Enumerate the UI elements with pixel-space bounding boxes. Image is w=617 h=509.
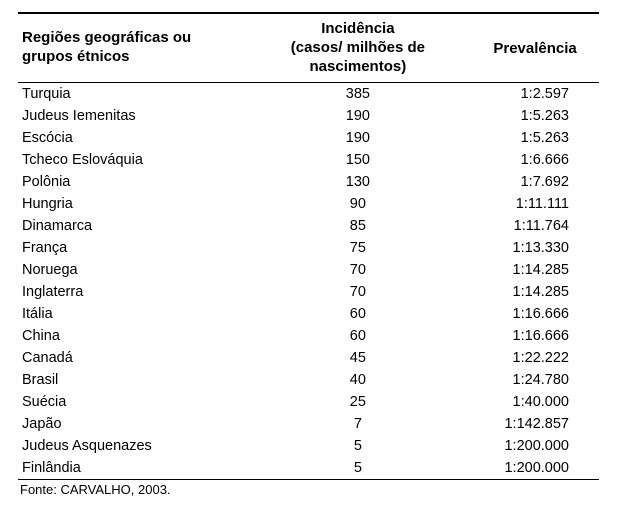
table-header-row: Regiões geográficas ou grupos étnicos In… (18, 13, 599, 83)
table-body: Turquia3851:2.597Judeus Iemenitas1901:5.… (18, 83, 599, 480)
cell-region: Finlândia (18, 457, 245, 480)
cell-incidence: 130 (245, 171, 472, 193)
cell-incidence: 70 (245, 259, 472, 281)
header-region-line2: grupos étnicos (22, 48, 130, 65)
cell-incidence: 25 (245, 391, 472, 413)
cell-prevalence: 1:6.666 (471, 149, 599, 171)
cell-prevalence: 1:13.330 (471, 237, 599, 259)
table-row: Finlândia51:200.000 (18, 457, 599, 480)
cell-region: Inglaterra (18, 281, 245, 303)
cell-incidence: 385 (245, 83, 472, 106)
cell-incidence: 90 (245, 193, 472, 215)
cell-prevalence: 1:24.780 (471, 369, 599, 391)
cell-region: Tcheco Eslováquia (18, 149, 245, 171)
table-row: Judeus Iemenitas1901:5.263 (18, 105, 599, 127)
table-row: Escócia1901:5.263 (18, 127, 599, 149)
cell-prevalence: 1:142.857 (471, 413, 599, 435)
table-row: Noruega701:14.285 (18, 259, 599, 281)
cell-region: Suécia (18, 391, 245, 413)
table-row: China601:16.666 (18, 325, 599, 347)
cell-prevalence: 1:11.764 (471, 215, 599, 237)
table-row: Japão71:142.857 (18, 413, 599, 435)
cell-region: Dinamarca (18, 215, 245, 237)
cell-incidence: 60 (245, 303, 472, 325)
cell-incidence: 190 (245, 105, 472, 127)
cell-region: França (18, 237, 245, 259)
cell-region: Japão (18, 413, 245, 435)
header-incidence-line1: Incidência (321, 20, 394, 37)
cell-incidence: 45 (245, 347, 472, 369)
cell-prevalence: 1:2.597 (471, 83, 599, 106)
table-row: França751:13.330 (18, 237, 599, 259)
cell-prevalence: 1:7.692 (471, 171, 599, 193)
table-row: Dinamarca851:11.764 (18, 215, 599, 237)
cell-incidence: 85 (245, 215, 472, 237)
table-row: Tcheco Eslováquia1501:6.666 (18, 149, 599, 171)
incidence-table: Regiões geográficas ou grupos étnicos In… (18, 12, 599, 480)
cell-region: Judeus Iemenitas (18, 105, 245, 127)
table-row: Itália601:16.666 (18, 303, 599, 325)
table-row: Canadá451:22.222 (18, 347, 599, 369)
table-wrapper: Regiões geográficas ou grupos étnicos In… (0, 0, 617, 501)
cell-region: Escócia (18, 127, 245, 149)
cell-region: Hungria (18, 193, 245, 215)
table-row: Judeus Asquenazes51:200.000 (18, 435, 599, 457)
cell-incidence: 70 (245, 281, 472, 303)
cell-region: China (18, 325, 245, 347)
cell-prevalence: 1:16.666 (471, 325, 599, 347)
cell-prevalence: 1:11.111 (471, 193, 599, 215)
source-text: Fonte: CARVALHO, 2003. (18, 480, 599, 497)
header-region-line1: Regiões geográficas ou (22, 29, 191, 46)
cell-prevalence: 1:5.263 (471, 127, 599, 149)
cell-incidence: 5 (245, 457, 472, 480)
header-incidence-line2: (casos/ milhões de nascimentos) (249, 39, 468, 77)
cell-incidence: 7 (245, 413, 472, 435)
header-region: Regiões geográficas ou grupos étnicos (18, 13, 245, 83)
cell-incidence: 5 (245, 435, 472, 457)
table-row: Hungria901:11.111 (18, 193, 599, 215)
cell-incidence: 150 (245, 149, 472, 171)
cell-region: Polônia (18, 171, 245, 193)
header-incidence: Incidência (casos/ milhões de nascimento… (245, 13, 472, 83)
cell-prevalence: 1:40.000 (471, 391, 599, 413)
cell-prevalence: 1:5.263 (471, 105, 599, 127)
table-row: Polônia1301:7.692 (18, 171, 599, 193)
cell-region: Brasil (18, 369, 245, 391)
cell-prevalence: 1:14.285 (471, 281, 599, 303)
cell-prevalence: 1:200.000 (471, 457, 599, 480)
cell-prevalence: 1:14.285 (471, 259, 599, 281)
table-row: Turquia3851:2.597 (18, 83, 599, 106)
cell-region: Turquia (18, 83, 245, 106)
cell-incidence: 190 (245, 127, 472, 149)
cell-region: Noruega (18, 259, 245, 281)
cell-region: Judeus Asquenazes (18, 435, 245, 457)
table-row: Suécia251:40.000 (18, 391, 599, 413)
cell-prevalence: 1:22.222 (471, 347, 599, 369)
cell-prevalence: 1:16.666 (471, 303, 599, 325)
cell-region: Itália (18, 303, 245, 325)
cell-region: Canadá (18, 347, 245, 369)
cell-incidence: 75 (245, 237, 472, 259)
cell-prevalence: 1:200.000 (471, 435, 599, 457)
table-row: Inglaterra701:14.285 (18, 281, 599, 303)
cell-incidence: 60 (245, 325, 472, 347)
cell-incidence: 40 (245, 369, 472, 391)
header-prevalence: Prevalência (471, 13, 599, 83)
table-row: Brasil401:24.780 (18, 369, 599, 391)
